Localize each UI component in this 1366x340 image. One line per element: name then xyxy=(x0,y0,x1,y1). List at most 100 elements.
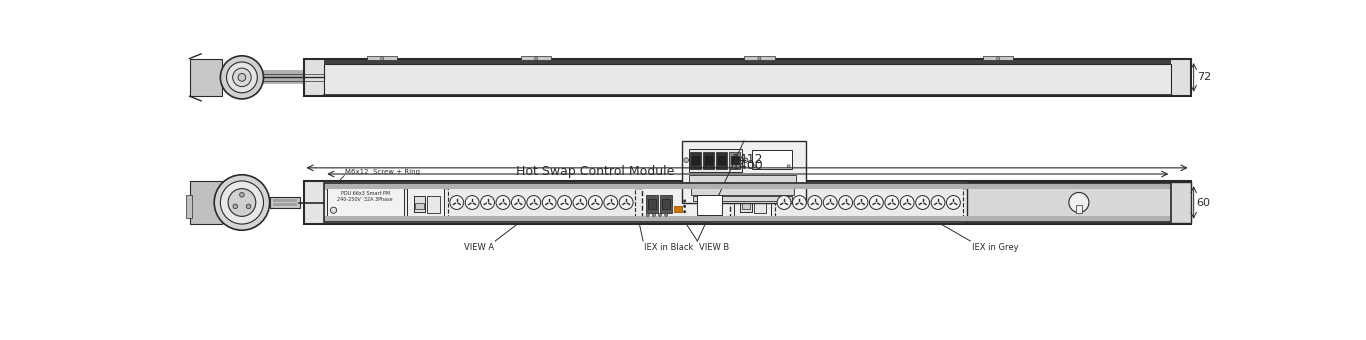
Bar xyxy=(647,200,656,209)
Circle shape xyxy=(466,195,479,209)
Circle shape xyxy=(932,195,945,209)
Circle shape xyxy=(665,213,668,216)
Circle shape xyxy=(232,68,251,87)
Circle shape xyxy=(885,195,899,209)
Bar xyxy=(688,175,796,186)
Circle shape xyxy=(684,158,688,163)
Text: Hot Swap Control Module: Hot Swap Control Module xyxy=(516,165,675,178)
Circle shape xyxy=(496,195,510,209)
Text: IEX in Grey: IEX in Grey xyxy=(971,242,1019,252)
Bar xyxy=(324,183,1171,189)
Circle shape xyxy=(589,195,602,209)
Circle shape xyxy=(915,195,929,209)
Bar xyxy=(324,60,1171,64)
Bar xyxy=(716,152,727,169)
Bar xyxy=(273,200,298,202)
Circle shape xyxy=(381,57,384,60)
Bar xyxy=(414,196,425,212)
Circle shape xyxy=(220,56,264,99)
Circle shape xyxy=(947,195,960,209)
Circle shape xyxy=(220,181,264,224)
Circle shape xyxy=(619,195,632,209)
Bar xyxy=(646,195,657,213)
Circle shape xyxy=(239,192,245,197)
Text: PDU 66x3 Smart PM: PDU 66x3 Smart PM xyxy=(340,191,389,196)
Text: 1400: 1400 xyxy=(732,159,764,172)
Circle shape xyxy=(787,165,790,168)
Text: 240-250V  32A 3Phase: 240-250V 32A 3Phase xyxy=(337,197,393,202)
Bar xyxy=(731,156,739,164)
Bar xyxy=(740,196,751,212)
Bar xyxy=(693,195,792,201)
Bar xyxy=(703,152,714,169)
Bar xyxy=(642,186,729,219)
Circle shape xyxy=(214,175,269,230)
Bar xyxy=(326,187,403,218)
Bar xyxy=(673,206,682,212)
Circle shape xyxy=(792,195,806,209)
Text: 60: 60 xyxy=(1197,198,1210,207)
Circle shape xyxy=(542,195,556,209)
Bar xyxy=(744,56,775,60)
Circle shape xyxy=(900,195,914,209)
Circle shape xyxy=(839,195,852,209)
Circle shape xyxy=(449,195,463,209)
Bar xyxy=(324,64,1171,95)
Bar xyxy=(324,183,1171,222)
Bar xyxy=(303,181,1191,224)
Text: M6x12  Screw + Ring: M6x12 Screw + Ring xyxy=(346,169,421,175)
Circle shape xyxy=(234,204,238,209)
Bar xyxy=(366,56,398,60)
Bar xyxy=(190,181,221,224)
Circle shape xyxy=(854,195,867,209)
Circle shape xyxy=(777,195,791,209)
Circle shape xyxy=(511,195,526,209)
Circle shape xyxy=(1070,192,1089,212)
Bar xyxy=(683,141,806,203)
Text: 72: 72 xyxy=(1197,72,1212,82)
Circle shape xyxy=(997,57,1000,60)
Bar xyxy=(448,186,635,219)
Circle shape xyxy=(683,210,686,213)
Circle shape xyxy=(646,213,649,216)
Circle shape xyxy=(604,195,617,209)
Bar xyxy=(303,58,1191,96)
Circle shape xyxy=(572,195,587,209)
Bar xyxy=(1076,205,1082,212)
Circle shape xyxy=(481,195,494,209)
Circle shape xyxy=(227,62,257,93)
Bar xyxy=(982,56,1014,60)
Bar xyxy=(691,187,794,195)
Circle shape xyxy=(824,195,837,209)
Circle shape xyxy=(228,189,255,216)
Circle shape xyxy=(753,165,755,168)
Bar xyxy=(754,196,766,213)
Bar xyxy=(697,195,721,215)
Bar xyxy=(751,150,792,169)
Bar xyxy=(729,152,740,169)
Bar xyxy=(691,156,699,164)
Bar xyxy=(660,195,672,213)
Circle shape xyxy=(246,204,251,209)
Circle shape xyxy=(653,213,656,216)
Bar xyxy=(407,187,444,218)
Bar xyxy=(734,187,770,218)
Bar xyxy=(269,197,301,208)
Circle shape xyxy=(331,207,336,213)
Bar xyxy=(520,56,552,60)
Bar xyxy=(186,195,191,218)
Bar xyxy=(428,196,440,213)
Text: VIEW A: VIEW A xyxy=(463,242,493,252)
Bar xyxy=(415,203,423,209)
Circle shape xyxy=(557,195,571,209)
Circle shape xyxy=(870,195,884,209)
Bar xyxy=(324,216,1171,222)
Circle shape xyxy=(534,57,538,60)
Bar xyxy=(661,200,671,209)
Bar xyxy=(775,186,963,219)
Circle shape xyxy=(807,195,822,209)
Bar xyxy=(324,189,1171,216)
Circle shape xyxy=(527,195,541,209)
Bar xyxy=(688,149,743,172)
Circle shape xyxy=(743,158,747,163)
